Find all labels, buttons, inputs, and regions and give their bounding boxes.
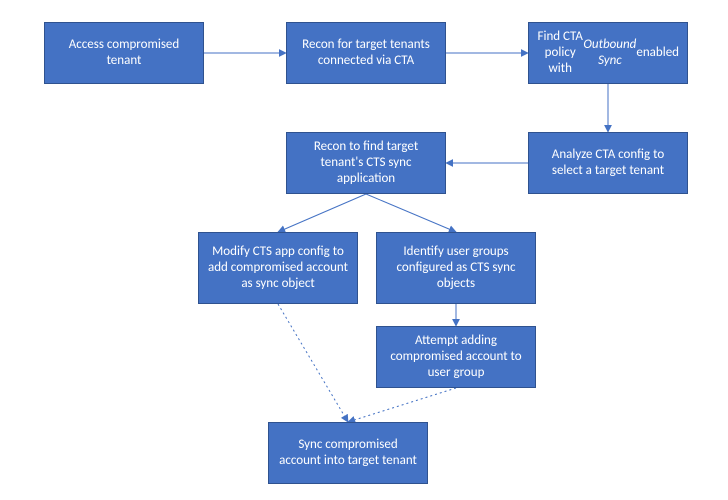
- flow-node-n7: Identify user groups configured as CTS s…: [376, 232, 536, 304]
- edge-n8-n9: [348, 388, 456, 422]
- flow-node-n4: Analyze CTA config to select a target te…: [528, 132, 688, 194]
- edge-n5-n7: [366, 194, 456, 232]
- flow-node-n5: Recon to find target tenant's CTS sync a…: [286, 132, 446, 194]
- edge-n5-n6: [278, 194, 366, 232]
- flow-node-n2: Recon for target tenants connected via C…: [286, 22, 446, 84]
- flow-node-n8: Attempt adding compromised account to us…: [376, 326, 536, 388]
- flow-node-n1: Access compromised tenant: [44, 22, 204, 84]
- flow-node-n9: Sync compromised account into target ten…: [268, 422, 428, 484]
- edge-n6-n9: [278, 304, 348, 422]
- flow-node-n6: Modify CTS app config to add compromised…: [198, 232, 358, 304]
- flow-node-n3: Find CTA policy with Outbound Sync enabl…: [528, 22, 688, 84]
